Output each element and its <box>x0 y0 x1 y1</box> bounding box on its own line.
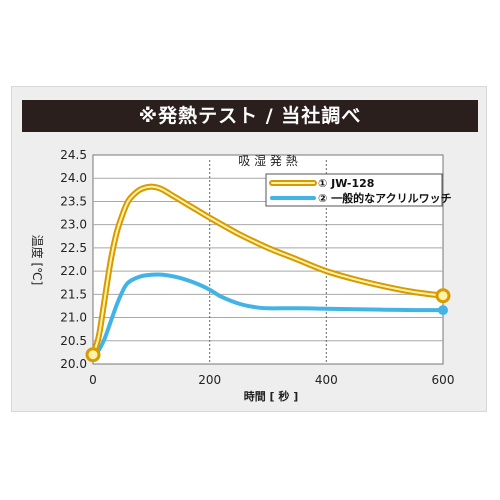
y-tick-label: 21.5 <box>60 287 87 301</box>
series-acrylic-endpoint <box>438 305 448 316</box>
y-tick-label: 20.5 <box>60 334 87 348</box>
x-tick-label: 200 <box>198 373 221 387</box>
y-tick-label: 22.5 <box>60 241 87 255</box>
x-axis-label: 時間 [ 秒 ] <box>244 389 299 403</box>
legend-label-jw128: ① JW-128 <box>318 177 374 190</box>
chart-title: ※発熱テスト / 当社調べ <box>22 100 478 132</box>
series-jw128-highlight <box>92 185 444 356</box>
y-axis-label: 温度 [℃] <box>30 235 45 286</box>
y-tick-label: 21.0 <box>60 311 87 325</box>
series-jw128-startpoint <box>85 347 101 363</box>
series-acrylic-line <box>91 272 445 357</box>
y-tick-label: 24.0 <box>60 171 87 185</box>
y-tick-label: 23.5 <box>60 194 87 208</box>
x-tick-label: 400 <box>315 373 338 387</box>
legend-box <box>265 173 443 207</box>
y-tick-label: 20.0 <box>60 357 87 371</box>
series-jw128-endpoint <box>435 288 451 304</box>
y-tick-label: 22.0 <box>60 264 87 278</box>
x-tick-label: 0 <box>89 373 97 387</box>
y-tick-label: 23.0 <box>60 218 87 232</box>
legend-label-acrylic: ② 一般的なアクリルワッチ <box>318 191 452 205</box>
x-tick-label: 600 <box>432 373 455 387</box>
y-tick-label: 24.5 <box>60 148 87 162</box>
annotation-label: 吸 湿 発 熱 <box>238 153 297 168</box>
